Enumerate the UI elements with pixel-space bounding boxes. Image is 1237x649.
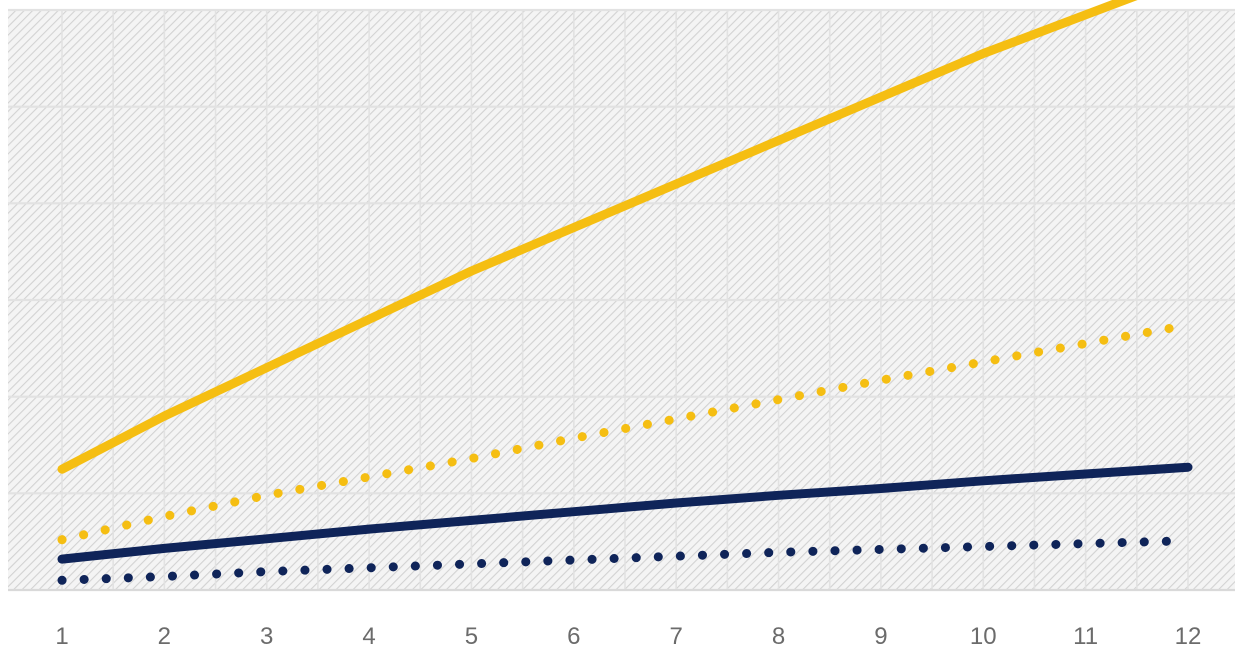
x-axis-tick-labels: 1 2 3 4 5 6 7 8 9 10 11 12 (55, 623, 1201, 649)
x-tick-label: 3 (260, 623, 273, 649)
x-tick-label: 6 (567, 623, 580, 649)
grid-lines (8, 8, 1235, 592)
series-line-solid-0 (57, 0, 1138, 474)
x-tick-label: 2 (158, 623, 171, 649)
x-tick-label: 7 (670, 623, 683, 649)
x-tick-label: 11 (1073, 623, 1098, 649)
x-tick-label: 9 (874, 623, 887, 649)
series-line-solid-2 (57, 462, 1193, 564)
series-line-dotted-1 (57, 320, 1193, 545)
x-tick-label: 5 (465, 623, 478, 649)
x-tick-label: 8 (772, 623, 785, 649)
x-tick-label: 10 (970, 623, 997, 649)
x-tick-label: 4 (362, 623, 375, 649)
x-tick-label: 1 (55, 623, 68, 649)
series-layer (57, 0, 1193, 585)
x-tick-label: 12 (1175, 623, 1202, 649)
